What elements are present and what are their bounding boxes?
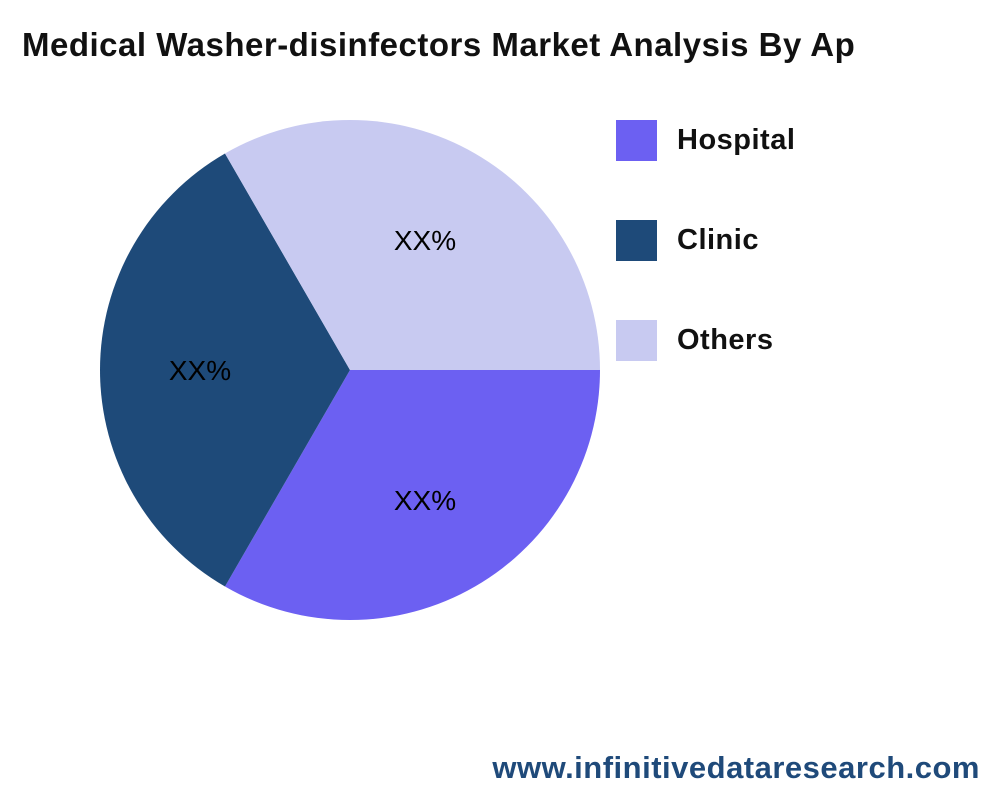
legend-item-others: Others [616, 320, 773, 361]
legend-label: Others [677, 324, 774, 356]
slice-label-clinic: XX% [169, 355, 231, 386]
watermark: www.infinitivedataresearch.com [492, 750, 980, 785]
legend-swatch [616, 220, 657, 261]
legend-label: Clinic [677, 224, 759, 256]
legend-item-clinic: Clinic [616, 220, 759, 261]
legend-item-hospital: Hospital [616, 120, 795, 161]
slice-label-others: XX% [394, 225, 456, 256]
chart-title: Medical Washer-disinfectors Market Analy… [22, 26, 856, 63]
legend-swatch [616, 320, 657, 361]
pie-slice-hospital [225, 370, 600, 620]
slice-label-hospital: XX% [394, 485, 456, 516]
legend-swatch [616, 120, 657, 161]
legend-label: Hospital [677, 124, 796, 156]
pie-slice-others [225, 119, 600, 370]
